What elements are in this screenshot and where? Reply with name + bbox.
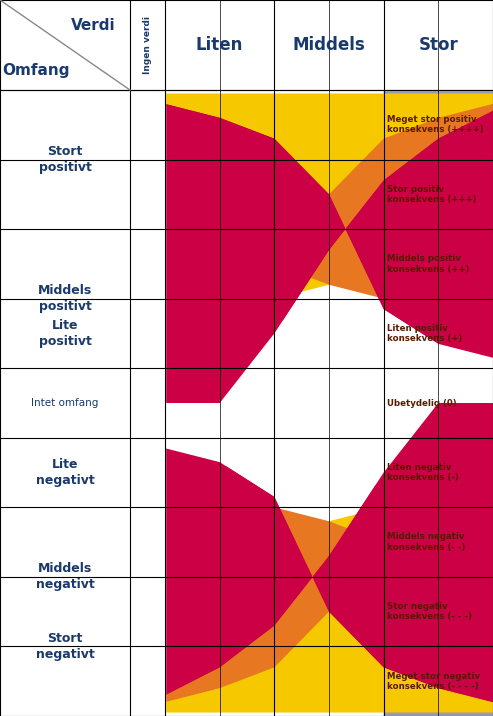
Text: Middels
negativt: Middels negativt [35,562,94,591]
Polygon shape [165,94,493,337]
Text: Lite
negativt: Lite negativt [35,458,94,487]
Polygon shape [165,104,493,403]
Text: Liten: Liten [196,36,244,54]
Polygon shape [384,542,493,716]
Polygon shape [165,306,493,500]
Polygon shape [165,448,493,702]
Polygon shape [165,104,493,358]
Text: Stort
positivt: Stort positivt [38,145,91,174]
Text: Middels negativ
konsekvens (- -): Middels negativ konsekvens (- -) [387,533,465,552]
Text: Verdi: Verdi [71,18,116,33]
Polygon shape [165,403,493,702]
Text: Lite
positivt: Lite positivt [38,319,91,348]
Polygon shape [165,104,493,403]
Text: Ubetydelig (0): Ubetydelig (0) [387,399,457,407]
Text: Omfang: Omfang [2,63,70,78]
Text: Stor positiv
konsekvens (+++): Stor positiv konsekvens (+++) [387,185,476,204]
Text: Intet omfang: Intet omfang [32,398,99,408]
Text: Middels positiv
konsekvens (++): Middels positiv konsekvens (++) [387,254,469,274]
Text: Liten negativ
konsekvens (-): Liten negativ konsekvens (-) [387,463,458,483]
Polygon shape [384,90,493,264]
Polygon shape [165,403,493,702]
Text: Stor negativ
konsekvens (- - -): Stor negativ konsekvens (- - -) [387,602,472,621]
Bar [0,0,493,90]
Text: Stor: Stor [419,36,458,54]
Polygon shape [165,469,493,712]
Text: Ingen verdi: Ingen verdi [143,16,152,74]
Text: Meget stor positiv
konsekvens (++++): Meget stor positiv konsekvens (++++) [387,115,483,135]
Text: Middels: Middels [293,36,365,54]
Bar [0,90,130,716]
Text: Meget stor negativ
konsekvens (- - - -): Meget stor negativ konsekvens (- - - -) [387,672,480,691]
Text: Liten positiv
konsekvens (+): Liten positiv konsekvens (+) [387,324,462,343]
Bar [130,90,165,716]
Text: Middels
positivt: Middels positivt [38,284,92,313]
Text: Stort
negativt: Stort negativt [35,632,94,661]
